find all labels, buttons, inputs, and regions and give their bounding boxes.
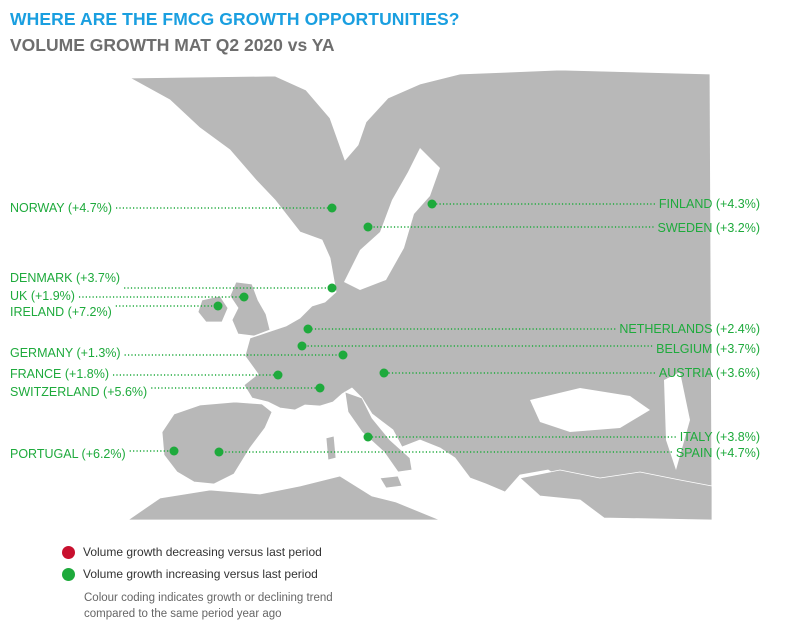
country-label-italy: ITALY (+3.8%): [679, 430, 760, 444]
caspian-sea-shape: [664, 372, 690, 470]
turkey-shape: [519, 469, 713, 521]
black-sea-shape: [530, 388, 650, 432]
country-marker-italy: [363, 432, 373, 442]
country-marker-belgium: [297, 341, 307, 351]
legend-increasing: Volume growth increasing versus last per…: [62, 567, 318, 581]
country-label-austria: AUSTRIA (+3.6%): [658, 366, 760, 380]
ireland-shape: [197, 295, 229, 323]
country-marker-portugal: [169, 446, 179, 456]
country-label-sweden: SWEDEN (+3.2%): [657, 221, 760, 235]
page-subtitle: VOLUME GROWTH MAT Q2 2020 vs YA: [10, 35, 335, 55]
seas: [344, 148, 690, 470]
country-marker-netherlands: [303, 324, 313, 334]
legend-decreasing-label: Volume growth decreasing versus last per…: [83, 545, 322, 559]
country-marker-spain: [214, 447, 224, 457]
country-label-denmark: DENMARK (+3.7%): [10, 271, 121, 285]
country-marker-sweden: [363, 222, 373, 232]
country-label-france: FRANCE (+1.8%): [10, 367, 109, 381]
great-britain-shape: [229, 281, 271, 337]
country-label-portugal: PORTUGAL (+6.2%): [10, 447, 126, 461]
country-label-ireland: IRELAND (+7.2%): [10, 305, 112, 319]
red-dot-icon: [62, 545, 75, 559]
country-marker-austria: [379, 368, 389, 378]
country-label-finland: FINLAND (+4.3%): [658, 197, 760, 211]
country-label-netherlands: NETHERLANDS (+2.4%): [619, 322, 760, 336]
country-label-switzerland: SWITZERLAND (+5.6%): [10, 385, 148, 399]
label-leader-lines: [78, 203, 676, 453]
country-marker-germany: [338, 350, 348, 360]
country-marker-france: [273, 370, 283, 380]
legend-decreasing: Volume growth decreasing versus last per…: [62, 545, 322, 559]
iberia-shape: [161, 401, 273, 485]
sicily-shape: [379, 475, 403, 489]
country-marker-norway: [327, 203, 337, 213]
country-label-germany: GERMANY (+1.3%): [10, 346, 121, 360]
country-label-belgium: BELGIUM (+3.7%): [656, 342, 760, 356]
country-label-norway: NORWAY (+4.7%): [10, 201, 112, 215]
country-marker-ireland: [213, 301, 223, 311]
baltic-sea-shape: [344, 148, 440, 290]
country-marker-uk: [239, 292, 249, 302]
country-marker-denmark: [327, 283, 337, 293]
legend-note: Colour coding indicates growth or declin…: [84, 592, 333, 620]
north-africa-shape: [127, 475, 441, 521]
green-dot-icon: [62, 567, 75, 581]
country-label-uk: UK (+1.9%): [10, 289, 75, 303]
country-label-spain: SPAIN (+4.7%): [675, 446, 760, 460]
legend-increasing-label: Volume growth increasing versus last per…: [83, 567, 318, 581]
sardinia-shape: [325, 435, 337, 461]
page-title: WHERE ARE THE FMCG GROWTH OPPORTUNITIES?: [10, 9, 460, 29]
country-marker-finland: [427, 199, 437, 209]
country-markers: [169, 199, 437, 457]
country-marker-switzerland: [315, 383, 325, 393]
